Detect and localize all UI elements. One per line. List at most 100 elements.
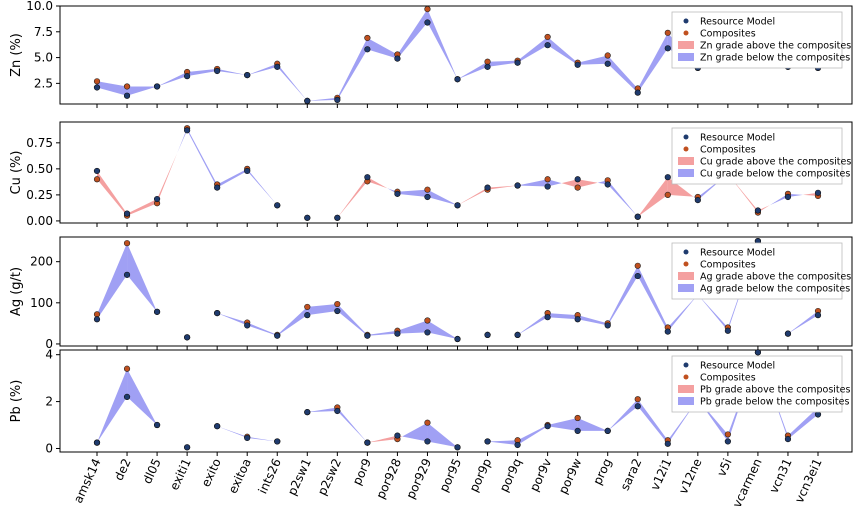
model-point <box>634 213 641 220</box>
area-above-composites <box>367 177 388 189</box>
composite-point <box>93 176 101 183</box>
x-tick-label: dl05 <box>140 456 164 486</box>
y-axis-label: Cu (%) <box>9 151 24 195</box>
area-below-composites <box>217 168 248 188</box>
y-tick-label: 5.0 <box>34 51 53 65</box>
x-tick-label: por9p <box>467 456 495 494</box>
model-point <box>544 314 551 321</box>
model-point <box>394 55 401 62</box>
y-tick-label: 0.50 <box>26 162 53 176</box>
model-point <box>514 182 521 189</box>
model-point <box>93 439 101 446</box>
area-below-composites <box>97 368 128 443</box>
legend-swatch-below <box>678 53 694 61</box>
legend-label: Ag grade below the composites <box>700 284 850 295</box>
model-point <box>424 329 431 336</box>
legend-swatch-above <box>678 41 694 49</box>
legend-marker-composite <box>683 146 689 152</box>
x-tick-label: vcn3ei1 <box>792 456 825 505</box>
area-below-composites <box>577 315 608 326</box>
area-below-composites <box>307 304 338 316</box>
area-below-composites <box>547 418 578 431</box>
model-point <box>454 335 461 343</box>
model-point <box>394 330 401 337</box>
model-point <box>634 272 641 280</box>
area-below-composites <box>427 320 458 340</box>
model-point <box>153 83 161 90</box>
area-below-composites <box>247 168 278 206</box>
model-point <box>604 60 611 67</box>
area-below-composites <box>127 243 158 312</box>
area-above-composites <box>487 185 518 190</box>
model-point <box>664 440 671 447</box>
area-below-composites <box>487 60 518 67</box>
model-point <box>574 427 581 434</box>
y-tick-label: 0.00 <box>26 214 53 228</box>
x-tick-label: p2sw2 <box>315 456 344 497</box>
x-tick-label: exiti1 <box>167 456 194 492</box>
area-above-composites <box>637 177 668 217</box>
legend-swatch-below <box>678 284 694 292</box>
legend-label: Cu grade above the composites <box>700 157 851 168</box>
model-point <box>244 167 251 175</box>
y-tick-label: 2.5 <box>34 76 53 90</box>
model-point <box>424 438 431 445</box>
model-point <box>784 193 792 201</box>
area-above-composites <box>667 177 694 197</box>
model-point <box>754 349 762 356</box>
legend-label: Pb grade above the composites <box>700 385 850 396</box>
model-point <box>304 312 311 319</box>
composite-point <box>424 5 431 13</box>
legend-label: Pb grade below the composites <box>700 397 849 408</box>
model-point <box>244 434 251 442</box>
x-tick-label: por9q <box>497 456 525 494</box>
area-below-composites <box>517 36 548 63</box>
area-below-composites <box>427 422 458 448</box>
x-tick-label: por9w <box>556 456 585 496</box>
area-below-composites <box>402 422 428 442</box>
model-point <box>123 271 131 278</box>
legend-label: Resource Model <box>700 361 775 372</box>
composite-point <box>364 34 371 42</box>
model-point <box>123 393 131 400</box>
area-below-composites <box>787 193 803 197</box>
model-point <box>184 73 191 80</box>
composite-point <box>123 83 131 90</box>
model-point <box>454 444 461 451</box>
model-point <box>304 214 311 221</box>
area-above-composites <box>802 192 818 196</box>
model-point <box>93 316 101 323</box>
model-point <box>544 42 551 49</box>
model-point <box>724 327 731 334</box>
model-point <box>424 19 431 26</box>
area-below-composites <box>337 37 368 100</box>
area-below-composites <box>607 399 638 431</box>
y-tick-label: 7.5 <box>34 25 53 39</box>
area-below-composites <box>127 86 158 96</box>
area-below-composites <box>187 128 218 188</box>
legend-marker-model <box>683 134 689 140</box>
x-tick-label: prog <box>590 456 614 487</box>
composite-point <box>93 78 101 85</box>
y-tick-label: 0.75 <box>26 136 53 150</box>
model-point <box>304 97 311 105</box>
legend-swatch-above <box>678 385 694 393</box>
area-below-composites <box>97 81 128 96</box>
area-below-composites <box>457 61 488 80</box>
model-point <box>334 214 341 221</box>
model-point <box>814 189 822 196</box>
panel-0: 2.5 5.0 7.5 10.0 Zn (%) Resource ModelComposi… <box>9 0 853 108</box>
legend-swatch-below <box>678 397 694 405</box>
model-point <box>364 332 371 339</box>
x-tick-label: v12ne <box>676 456 704 496</box>
composite-point <box>664 29 671 36</box>
model-point <box>123 92 131 99</box>
area-above-composites <box>157 153 178 204</box>
composite-point <box>544 33 551 41</box>
area-below-composites <box>247 322 278 336</box>
composite-point <box>634 396 641 403</box>
